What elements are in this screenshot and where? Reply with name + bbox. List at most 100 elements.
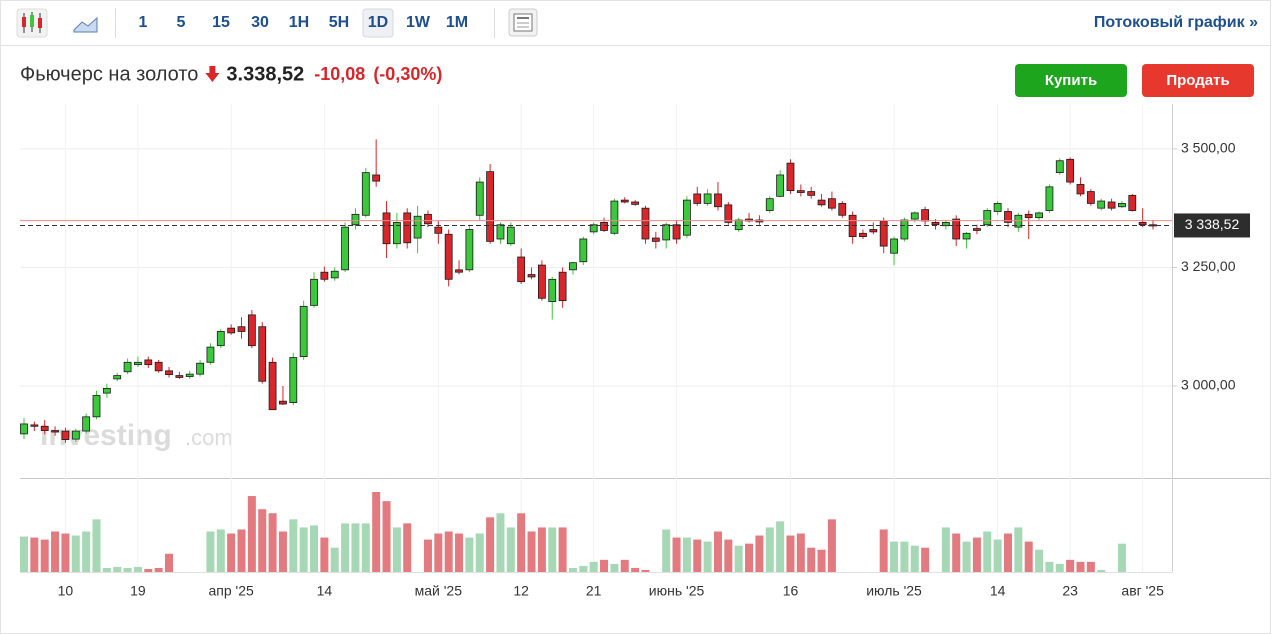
interval[interactable]: 5H — [329, 14, 349, 31]
buy-button[interactable] — [1015, 64, 1127, 97]
candle-body — [496, 224, 505, 240]
candle-body — [330, 270, 339, 279]
candle-body — [859, 232, 867, 238]
candle-body — [258, 326, 267, 382]
candle-body — [921, 209, 930, 222]
candle-body — [1045, 186, 1054, 211]
volume-bar — [900, 541, 909, 572]
interval[interactable]: 1 — [139, 14, 148, 31]
candle-body — [247, 314, 256, 347]
volume-bar — [475, 533, 484, 572]
candle-body — [786, 162, 795, 192]
candle-body — [216, 331, 225, 347]
volume-bar — [776, 521, 785, 572]
volume-bar — [465, 537, 474, 572]
line-icon[interactable] — [73, 16, 98, 33]
candle-body — [548, 278, 557, 302]
title-row: Фьючерс на золото 3.338,52 -10,08 (-0,30… — [20, 63, 442, 85]
candle-body — [351, 213, 360, 226]
price: 3.338,52 — [226, 63, 304, 85]
news-icon[interactable] — [508, 8, 538, 37]
change: -10,08 — [314, 64, 365, 84]
candle-body — [444, 233, 453, 280]
interval[interactable]: 1M — [446, 14, 468, 31]
volume-bar — [1086, 561, 1095, 572]
candle-body — [71, 430, 80, 440]
volume-bar — [113, 566, 122, 572]
candle-body — [1014, 214, 1023, 228]
candle-body — [869, 229, 878, 233]
volume-bar — [641, 569, 650, 572]
candle-body — [838, 203, 847, 216]
volume-bar — [61, 533, 70, 572]
volume-bar — [455, 533, 464, 572]
candle-body — [537, 264, 546, 299]
candle-body — [703, 193, 712, 204]
candle-body — [92, 395, 101, 418]
volume-bar — [983, 531, 992, 572]
volume-bar — [299, 527, 308, 572]
sell-button[interactable] — [1142, 64, 1254, 97]
sell-label[interactable]: Продать — [1166, 72, 1229, 89]
interval[interactable]: 1D — [368, 14, 388, 31]
volume-bar — [1045, 561, 1054, 572]
volume-bar — [1035, 549, 1044, 572]
candle-body — [413, 215, 422, 239]
candle-body — [486, 171, 495, 242]
candle-body — [962, 232, 971, 240]
candle-body — [1086, 191, 1095, 204]
stream-link[interactable]: Потоковый график » — [1094, 14, 1258, 31]
volume-bar — [423, 539, 432, 572]
volume-bar — [1014, 527, 1023, 572]
volume-bar — [227, 533, 236, 572]
candle-body — [527, 274, 536, 278]
candle-body — [403, 212, 412, 244]
volume-bar — [486, 517, 495, 572]
candle-body — [434, 226, 443, 234]
active-interval-bg[interactable] — [362, 8, 394, 38]
volume-bar — [962, 541, 971, 572]
candle-body — [341, 226, 349, 271]
candle-body — [424, 213, 432, 225]
candle-body — [734, 219, 743, 230]
candle-body — [1097, 200, 1106, 209]
volume-bar — [941, 527, 950, 572]
candle-body — [651, 237, 660, 242]
candle-body — [1107, 201, 1116, 209]
volume-bar — [216, 529, 225, 572]
candle-body — [320, 271, 329, 280]
candle-body — [682, 199, 691, 236]
volume-bar — [993, 539, 1002, 572]
x-tick-label: 21 — [586, 583, 602, 599]
volume-bar — [972, 537, 981, 572]
x-tick-label: 14 — [317, 583, 333, 599]
volume-bar — [154, 567, 163, 572]
candle-body — [82, 416, 91, 432]
candle-body — [672, 224, 681, 240]
interval[interactable]: 1W — [406, 14, 431, 31]
candle-body — [610, 200, 619, 234]
volume-bar — [1066, 559, 1075, 572]
candle-icon[interactable] — [16, 8, 48, 38]
change-percent: (-0,30%) — [373, 64, 442, 84]
interval[interactable]: 30 — [251, 14, 269, 31]
volume-bar — [1097, 569, 1106, 572]
candle-body — [61, 430, 70, 440]
candle-body — [51, 430, 59, 433]
interval[interactable]: 1H — [289, 14, 309, 31]
candle-body — [1055, 160, 1064, 173]
volume-bar — [610, 563, 619, 572]
candle-body — [517, 256, 526, 283]
interval[interactable]: 5 — [177, 14, 186, 31]
buy-label[interactable]: Купить — [1045, 72, 1097, 89]
candle-body — [1024, 213, 1033, 219]
candle-body — [165, 370, 173, 376]
volume-bar — [807, 547, 816, 572]
volume-bar — [631, 567, 640, 572]
interval[interactable]: 15 — [212, 14, 230, 31]
candle-body — [144, 359, 153, 366]
volume-bar — [496, 513, 505, 572]
candle-body — [817, 199, 826, 206]
volume-bar — [30, 537, 39, 572]
